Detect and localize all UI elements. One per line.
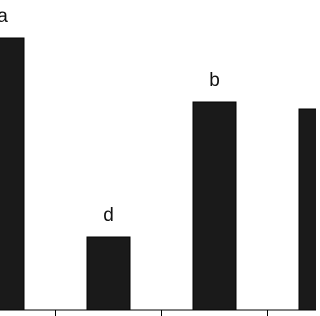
bar: [192, 101, 237, 311]
bar: [86, 236, 131, 311]
significance-letter: b: [209, 70, 220, 91]
significance-letter: d: [103, 205, 114, 226]
bar: [0, 37, 25, 311]
bar: [298, 108, 316, 311]
significance-letter: a: [0, 6, 8, 27]
